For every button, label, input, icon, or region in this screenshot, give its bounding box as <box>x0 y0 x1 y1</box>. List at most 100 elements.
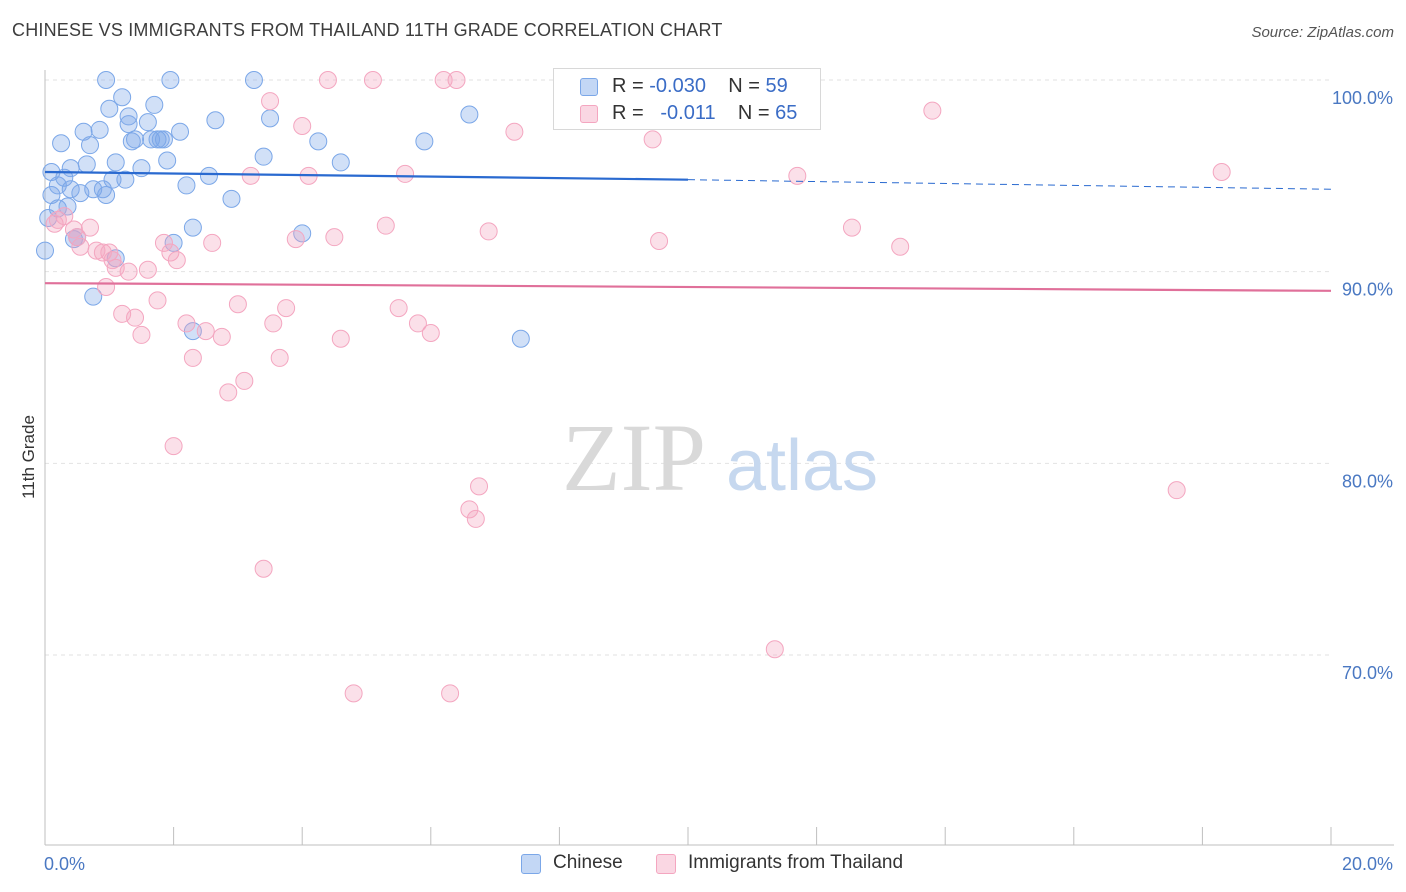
point-chinese <box>145 95 164 114</box>
legend-n-value: 59 <box>765 75 788 97</box>
axes <box>44 70 1394 846</box>
point-chinese <box>254 147 273 166</box>
point-thailand <box>344 684 363 703</box>
point-chinese <box>309 132 328 151</box>
point-chinese <box>183 218 202 237</box>
point-thailand <box>270 348 289 367</box>
point-thailand <box>842 218 861 237</box>
point-chinese <box>90 120 109 139</box>
point-thailand <box>93 243 112 262</box>
point-chinese <box>122 132 141 151</box>
point-chinese <box>116 170 135 189</box>
source-label: Source: ZipAtlas.com <box>1251 24 1394 41</box>
point-thailand <box>71 237 90 256</box>
point-chinese <box>177 176 196 195</box>
bottom-legend-swatch-thailand <box>656 854 676 874</box>
point-chinese <box>64 230 83 249</box>
point-thailand <box>765 640 784 659</box>
point-chinese <box>100 99 119 118</box>
watermark: ZIP atlas <box>562 404 878 511</box>
point-thailand <box>196 322 215 341</box>
y-tick-label: 100.0% <box>1332 88 1393 108</box>
point-chinese <box>415 132 434 151</box>
point-chinese <box>511 329 530 348</box>
watermark-atlas: atlas <box>726 426 878 506</box>
point-chinese <box>171 122 190 141</box>
point-thailand <box>389 299 408 318</box>
point-chinese <box>97 71 116 89</box>
point-thailand <box>470 477 489 496</box>
point-chinese <box>77 155 96 174</box>
point-chinese <box>119 115 138 134</box>
point-thailand <box>363 71 382 89</box>
point-thailand <box>1167 481 1186 500</box>
point-thailand <box>460 500 479 519</box>
point-thailand <box>891 237 910 256</box>
point-thailand <box>138 260 157 279</box>
point-thailand <box>788 166 807 185</box>
point-thailand <box>277 299 296 318</box>
point-chinese <box>138 113 157 132</box>
point-chinese <box>93 180 112 199</box>
point-thailand <box>177 314 196 333</box>
point-thailand <box>318 71 337 89</box>
point-thailand <box>923 101 942 120</box>
legend-swatch-chinese <box>580 78 598 96</box>
data-points <box>36 71 1231 703</box>
point-thailand <box>97 278 116 296</box>
point-thailand <box>126 308 145 327</box>
legend-n-value: 65 <box>775 102 798 124</box>
point-thailand <box>408 314 427 333</box>
point-thailand <box>203 233 222 252</box>
point-thailand <box>466 509 485 528</box>
point-chinese <box>61 159 80 178</box>
trend-line-chinese <box>44 170 689 181</box>
bottom-legend-label-chinese: Chinese <box>553 852 623 873</box>
point-chinese <box>61 180 80 199</box>
point-chinese <box>52 134 71 153</box>
point-thailand <box>219 383 238 402</box>
point-thailand <box>261 92 280 111</box>
point-chinese <box>126 130 145 149</box>
point-thailand <box>441 684 460 703</box>
point-thailand <box>81 218 100 237</box>
x-tick-label-max: 20.0% <box>1342 854 1393 874</box>
point-chinese <box>84 287 103 306</box>
bottom-legend-label-thailand: Immigrants from Thailand <box>688 852 904 873</box>
legend-r-label: R = <box>612 102 644 124</box>
point-chinese <box>183 322 202 341</box>
trend-line-dashed-chinese <box>687 179 1332 190</box>
point-thailand <box>119 262 138 281</box>
chart-title: CHINESE VS IMMIGRANTS FROM THAILAND 11TH… <box>12 20 723 40</box>
trend-line-thailand <box>44 282 1332 292</box>
point-thailand <box>325 228 344 247</box>
trend-lines <box>44 170 1332 292</box>
point-thailand <box>421 324 440 342</box>
point-chinese <box>119 107 138 126</box>
point-thailand <box>148 291 167 310</box>
point-thailand <box>447 71 466 89</box>
point-chinese <box>58 197 77 216</box>
point-thailand <box>505 122 524 141</box>
point-chinese <box>154 130 173 149</box>
point-thailand <box>228 295 247 314</box>
bottom-legend-swatch-chinese <box>521 854 541 874</box>
legend-swatch-thailand <box>580 105 598 123</box>
point-thailand <box>235 371 254 390</box>
point-thailand <box>164 437 183 456</box>
point-thailand <box>241 166 260 185</box>
point-chinese <box>103 170 122 189</box>
point-chinese <box>261 109 280 128</box>
point-chinese <box>161 71 180 89</box>
y-tick-label: 70.0% <box>1342 663 1393 683</box>
gridlines <box>45 79 1331 656</box>
point-thailand <box>643 130 662 149</box>
point-thailand <box>183 348 202 367</box>
watermark-zip: ZIP <box>562 404 706 511</box>
point-chinese <box>113 88 132 107</box>
point-chinese <box>164 233 183 252</box>
y-tick-label: 90.0% <box>1342 280 1393 300</box>
point-thailand <box>293 117 312 135</box>
point-thailand <box>212 327 231 346</box>
